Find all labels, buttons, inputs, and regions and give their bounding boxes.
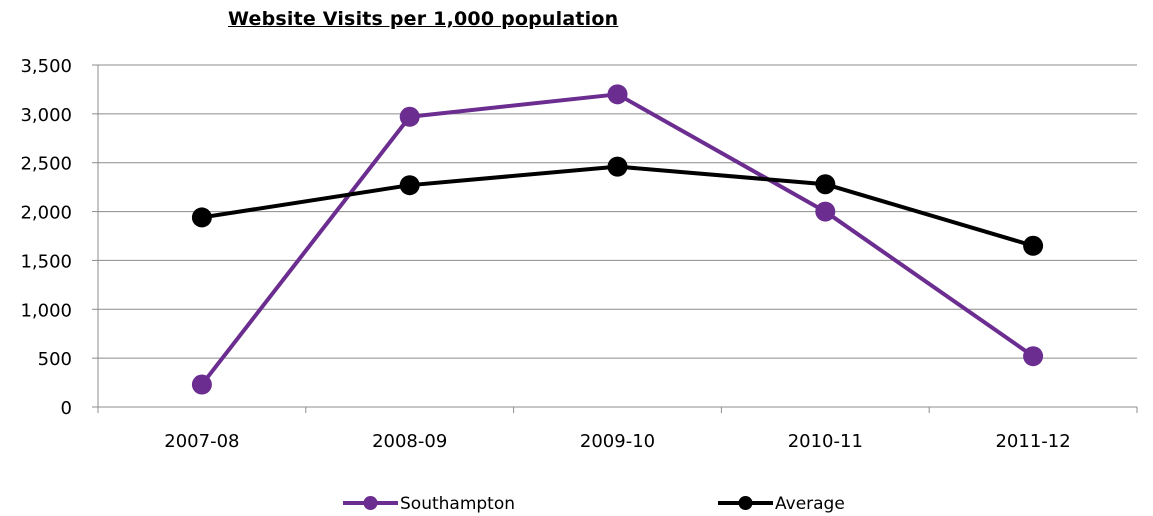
y-tick-label: 2,500 (20, 154, 72, 175)
legend-label: Average (775, 494, 845, 514)
data-point (1023, 346, 1044, 367)
y-tick-labels: 0 500 1,000 1,500 2,000 2,500 3,000 3,500 (20, 56, 72, 419)
y-tick-label: 3,500 (20, 56, 72, 77)
legend-item: Average (718, 494, 845, 514)
data-point (1023, 235, 1044, 256)
x-tick-label: 2011-12 (995, 431, 1070, 452)
chart-title: Website Visits per 1,000 population (228, 8, 619, 30)
axes (92, 64, 1138, 413)
series-line (201, 164, 1034, 248)
y-tick-label: 1,000 (20, 300, 72, 321)
data-point (399, 175, 420, 196)
x-tick-labels: 2007-08 2008-09 2009-10 2010-11 2011-12 (164, 431, 1070, 452)
x-tick-label: 2010-11 (788, 431, 863, 452)
data-point (607, 84, 628, 105)
series-average (191, 156, 1044, 256)
x-tick-label: 2009-10 (580, 431, 655, 452)
series-group (191, 84, 1044, 395)
legend-label: Southampton (400, 494, 515, 514)
legend-item: Southampton (343, 494, 515, 514)
legend-swatch-marker (738, 496, 753, 510)
gridlines (98, 64, 1137, 359)
legend-swatch-marker (363, 496, 378, 510)
y-tick-label: 3,000 (20, 105, 72, 126)
data-point (815, 201, 836, 222)
x-tick-label: 2007-08 (164, 431, 239, 452)
series-line (200, 92, 1035, 386)
series-southampton (191, 84, 1044, 395)
y-tick-label: 1,500 (20, 251, 72, 272)
legend: Southampton Average (343, 494, 845, 514)
y-tick-label: 500 (38, 349, 72, 370)
data-point (191, 207, 212, 228)
y-tick-label: 2,000 (20, 203, 72, 224)
data-point (815, 174, 836, 195)
y-tick-label: 0 (61, 398, 72, 419)
data-point (399, 106, 420, 127)
x-tick-label: 2008-09 (372, 431, 447, 452)
data-point (191, 374, 212, 395)
data-point (607, 156, 628, 177)
